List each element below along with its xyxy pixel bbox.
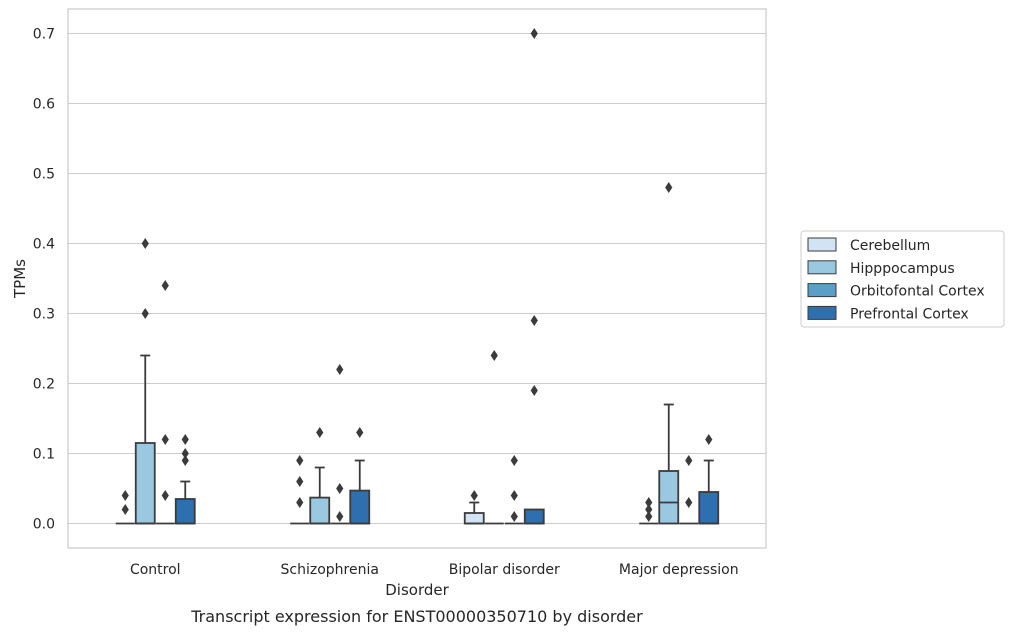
legend-swatch [807,260,837,275]
outlier-point [530,385,538,396]
gridlines [68,32,766,525]
legend-frame [800,230,1005,328]
outlier-point [470,490,478,501]
outlier-point [141,238,149,249]
outlier-point [296,497,304,508]
y-axis-label: TPMs [11,259,29,299]
legend-label: Orbitofontal Cortex [850,284,985,300]
chart-caption: Transcript expression for ENST0000035071… [190,607,643,626]
y-tick-label: 0.7 [33,27,55,43]
outlier-point [645,497,653,508]
box-2-3 [523,28,545,525]
box-body [523,508,545,525]
box-3-2 [679,455,699,525]
x-axis-ticks: Control Schizophrenia Bipolar disorder Majo… [130,562,739,578]
x-tick-label: Schizophrenia [281,562,379,578]
outlier-point [316,427,324,438]
y-tick-label: 0.4 [33,237,55,253]
outlier-point [121,504,129,515]
x-axis-label: Disorder [385,581,449,599]
outlier-point [181,448,189,459]
box-2-0 [463,490,485,525]
outlier-point [685,455,693,466]
box-1-2 [330,364,350,525]
outlier-point [645,511,653,522]
y-axis-ticks: 0.0 0.1 0.2 0.3 0.4 0.5 0.6 0.7 [33,27,55,533]
legend-label: Cerebellum [850,238,930,254]
legend: Cerebellum Hipppocampus Orbitofontal Corte… [800,230,1005,328]
outlier-point [161,434,169,445]
legend-swatch [807,283,837,298]
outlier-point [181,434,189,445]
box-0-3 [174,434,196,525]
outlier-point [121,490,129,501]
outlier-point [161,280,169,291]
box-0-1 [134,238,156,525]
box-body [658,470,680,525]
y-tick-label: 0.0 [33,517,55,533]
box-0-2 [155,280,175,525]
box-2-2 [504,455,524,525]
legend-swatch [807,237,837,252]
box-1-3 [349,427,371,525]
box-body [309,496,331,525]
box-0-0 [115,490,135,525]
outlier-point [181,455,189,466]
y-tick-label: 0.3 [33,307,55,323]
box-body [134,442,156,525]
box-3-3 [698,434,720,525]
y-tick-label: 0.6 [33,97,55,113]
x-tick-label: Bipolar disorder [449,562,560,578]
outlier-point [705,434,713,445]
box-body [463,512,485,525]
x-tick-label: Major depression [619,562,739,578]
y-tick-label: 0.2 [33,377,55,393]
y-tick-label: 0.5 [33,167,55,183]
outlier-point [530,315,538,326]
box-body [698,491,720,525]
outlier-point [161,490,169,501]
outlier-point [296,455,304,466]
legend-swatch [807,305,837,320]
outlier-point [665,182,673,193]
plot-frame [67,8,767,549]
outlier-point [356,427,364,438]
box-body [174,498,196,525]
outlier-point [336,511,344,522]
outlier-point [336,364,344,375]
outlier-point [510,455,518,466]
x-tick-label: Control [130,562,181,578]
box-series [115,28,720,525]
outlier-point [530,28,538,39]
y-tick-label: 0.1 [33,447,55,463]
legend-label: Prefrontal Cortex [850,306,969,322]
outlier-point [141,308,149,319]
box-3-1 [658,182,680,525]
legend-label: Hipppocampus [850,261,955,277]
box-1-1 [309,427,331,525]
outlier-point [510,511,518,522]
outlier-point [685,497,693,508]
outlier-point [296,476,304,487]
box-body [349,489,371,525]
outlier-point [490,350,498,361]
box-3-0 [639,497,659,525]
outlier-point [645,504,653,515]
box-2-1 [484,350,504,525]
outlier-point [336,483,344,494]
box-1-0 [290,455,310,525]
outlier-point [510,490,518,501]
